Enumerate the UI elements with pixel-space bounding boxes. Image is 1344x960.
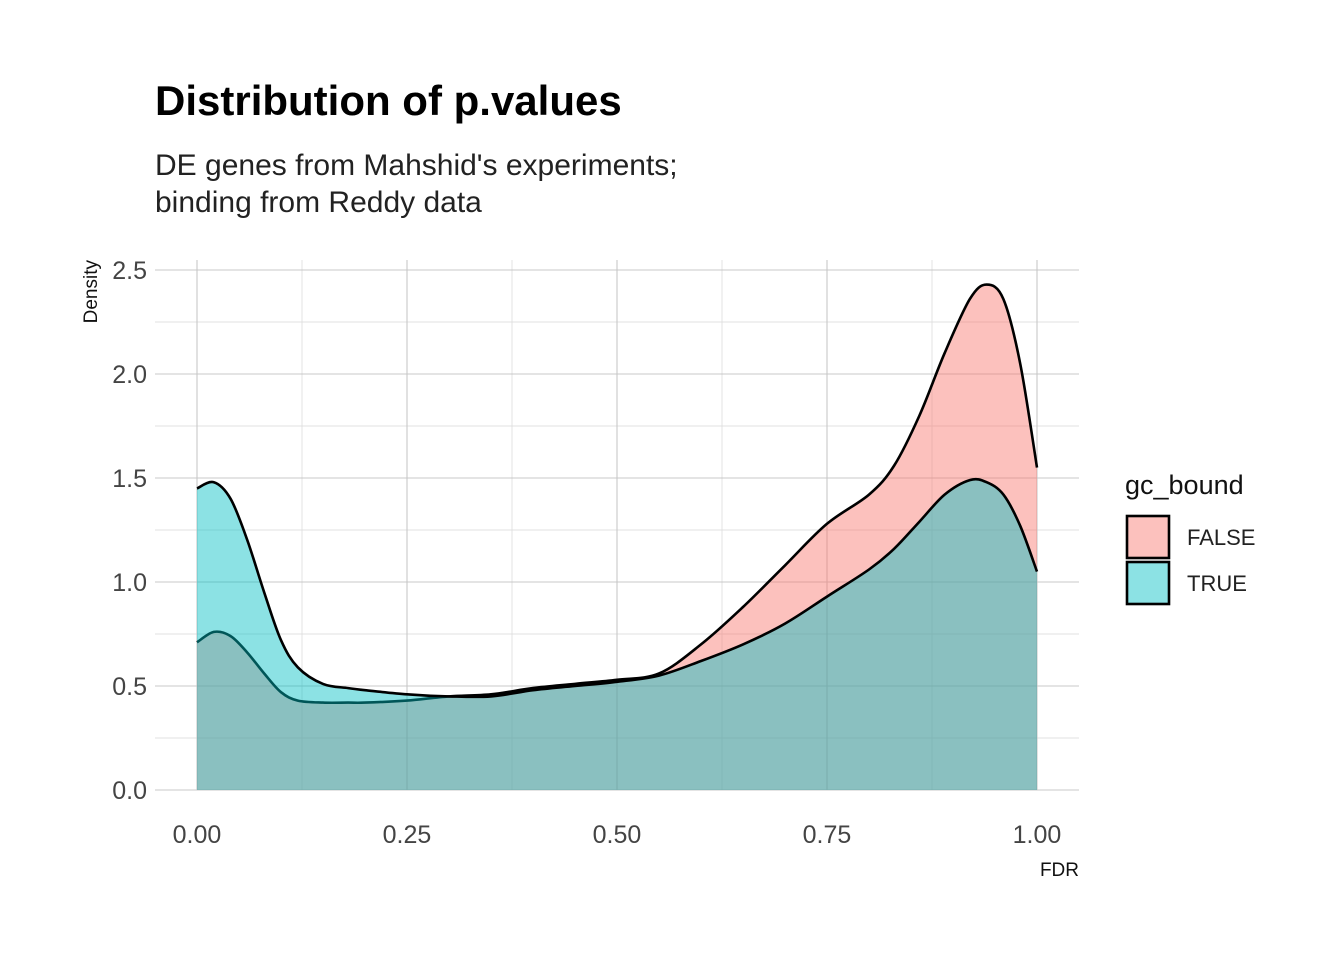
legend-title: gc_bound bbox=[1125, 470, 1244, 500]
y-tick-label: 1.5 bbox=[112, 465, 147, 493]
x-axis-title: FDR bbox=[1040, 860, 1079, 881]
x-tick-label: 0.75 bbox=[803, 821, 852, 849]
density-areas bbox=[196, 283, 1039, 790]
x-tick-label: 0.25 bbox=[383, 821, 432, 849]
density-line-false bbox=[196, 283, 1039, 705]
y-tick-label: 0.5 bbox=[112, 673, 147, 701]
y-axis-ticks: 0.0 0.5 1.0 1.5 2.0 2.5 bbox=[112, 257, 147, 805]
chart-subtitle-line-2: binding from Reddy data bbox=[155, 186, 482, 219]
x-tick-label: 0.50 bbox=[593, 821, 642, 849]
density-area-false bbox=[197, 284, 1037, 790]
legend-label-true: TRUE bbox=[1187, 571, 1247, 596]
legend-key-false bbox=[1125, 514, 1171, 560]
legend: gc_bound FALSE TRUE bbox=[1125, 470, 1255, 606]
x-axis-ticks: 0.00 0.25 0.50 0.75 1.00 bbox=[173, 821, 1062, 849]
legend-label-false: FALSE bbox=[1187, 525, 1255, 550]
y-tick-label: 2.0 bbox=[112, 361, 147, 389]
density-area-true bbox=[197, 479, 1037, 790]
legend-key-true bbox=[1125, 560, 1171, 606]
y-axis-title: Density bbox=[81, 260, 102, 324]
density-line-true bbox=[196, 477, 1039, 699]
x-tick-label: 0.00 bbox=[173, 821, 222, 849]
x-tick-label: 1.00 bbox=[1013, 821, 1062, 849]
chart-subtitle-line-1: DE genes from Mahshid's experiments; bbox=[155, 149, 678, 182]
chart-title: Distribution of p.values bbox=[155, 77, 622, 124]
y-tick-label: 0.0 bbox=[112, 777, 147, 805]
y-tick-label: 1.0 bbox=[112, 569, 147, 597]
y-tick-label: 2.5 bbox=[112, 257, 147, 285]
